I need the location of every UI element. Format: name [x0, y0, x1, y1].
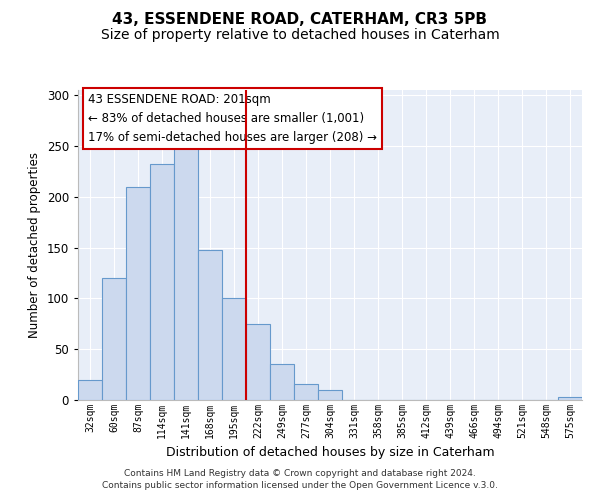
Text: Size of property relative to detached houses in Caterham: Size of property relative to detached ho… — [101, 28, 499, 42]
Bar — [198, 250, 222, 400]
Bar — [78, 380, 102, 400]
Bar — [102, 278, 126, 400]
Text: Contains HM Land Registry data © Crown copyright and database right 2024.: Contains HM Land Registry data © Crown c… — [124, 468, 476, 477]
Bar — [246, 324, 270, 400]
Bar — [174, 146, 198, 400]
Y-axis label: Number of detached properties: Number of detached properties — [28, 152, 41, 338]
Bar — [294, 384, 318, 400]
Bar — [222, 298, 246, 400]
Text: 43, ESSENDENE ROAD, CATERHAM, CR3 5PB: 43, ESSENDENE ROAD, CATERHAM, CR3 5PB — [113, 12, 487, 28]
Bar — [150, 164, 174, 400]
Bar — [558, 397, 582, 400]
X-axis label: Distribution of detached houses by size in Caterham: Distribution of detached houses by size … — [166, 446, 494, 460]
Bar — [126, 186, 150, 400]
Text: 43 ESSENDENE ROAD: 201sqm
← 83% of detached houses are smaller (1,001)
17% of se: 43 ESSENDENE ROAD: 201sqm ← 83% of detac… — [88, 93, 377, 144]
Bar — [270, 364, 294, 400]
Bar — [318, 390, 342, 400]
Text: Contains public sector information licensed under the Open Government Licence v.: Contains public sector information licen… — [102, 481, 498, 490]
